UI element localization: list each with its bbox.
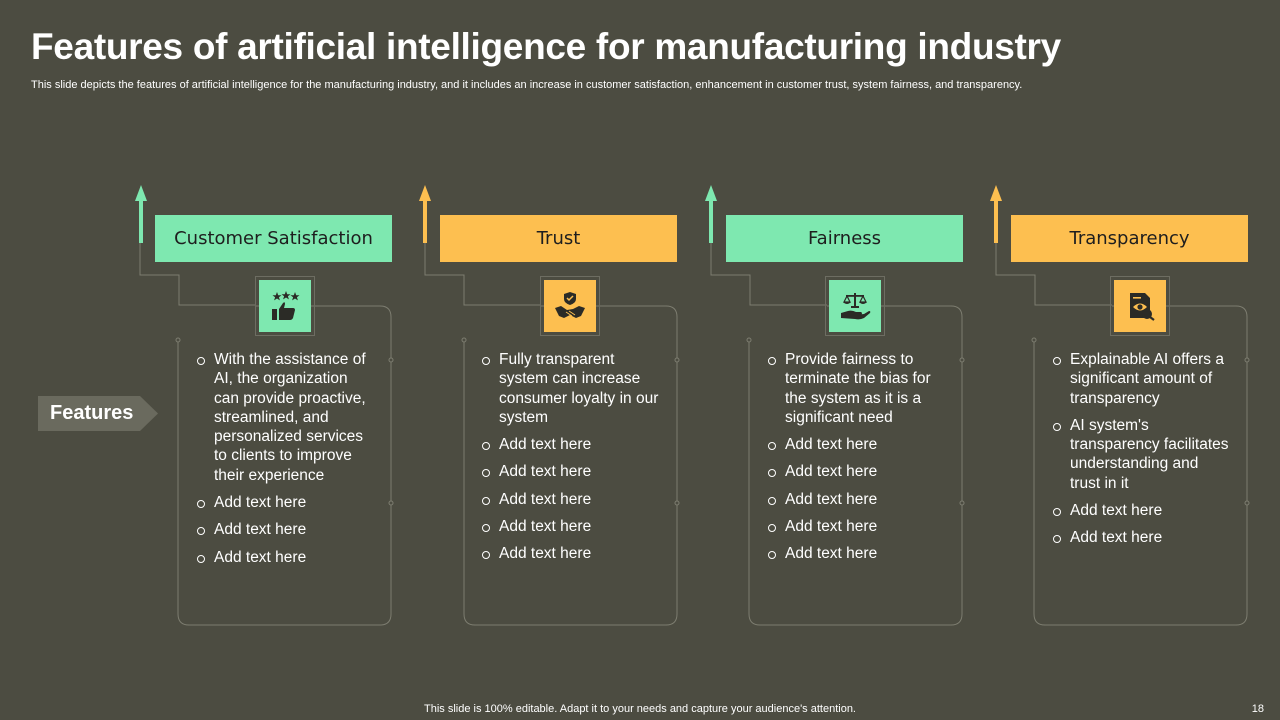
features-tag: Features xyxy=(38,396,158,431)
fairness-list: Provide fairness to terminate the bias f… xyxy=(767,350,947,572)
list-item: Add text here xyxy=(767,544,947,563)
header-fairness: Fairness xyxy=(726,215,963,262)
list-item: Add text here xyxy=(481,490,661,509)
thumbs-up-stars-icon xyxy=(259,280,311,332)
list-item: Add text here xyxy=(481,435,661,454)
header-label: Fairness xyxy=(807,228,882,249)
customer-satisfaction-list: With the assistance of AI, the organizat… xyxy=(196,350,376,575)
footer-note: This slide is 100% editable. Adapt it to… xyxy=(424,703,856,715)
header-transparency: Transparency xyxy=(1011,215,1248,262)
page-number: 18 xyxy=(1251,703,1264,715)
fairness-icon-box xyxy=(825,276,885,336)
list-item: Add text here xyxy=(767,490,947,509)
arrow-up-icon xyxy=(419,185,431,243)
list-item: Add text here xyxy=(767,517,947,536)
transparency-icon-box xyxy=(1110,276,1170,336)
page-subtitle: This slide depicts the features of artif… xyxy=(31,79,1023,91)
arrow-up-icon xyxy=(990,185,1002,243)
handshake-shield-icon xyxy=(544,280,596,332)
list-item: Add text here xyxy=(767,435,947,454)
list-item: Add text here xyxy=(196,493,376,512)
list-item: Add text here xyxy=(481,517,661,536)
list-item: Add text here xyxy=(1052,528,1232,547)
transparency-list: Explainable AI offers a significant amou… xyxy=(1052,350,1232,556)
list-item: Provide fairness to terminate the bias f… xyxy=(767,350,947,427)
header-trust: Trust xyxy=(440,215,677,262)
header-label: Customer Satisfaction xyxy=(174,228,373,249)
list-item: Add text here xyxy=(1052,501,1232,520)
list-item: Add text here xyxy=(481,544,661,563)
header-customer-satisfaction: Customer Satisfaction xyxy=(155,215,392,262)
trust-list: Fully transparent system can increase co… xyxy=(481,350,661,572)
list-item: Add text here xyxy=(481,462,661,481)
list-item: With the assistance of AI, the organizat… xyxy=(196,350,376,485)
page-title: Features of artificial intelligence for … xyxy=(31,26,1061,67)
arrow-up-icon xyxy=(705,185,717,243)
list-item: Add text here xyxy=(196,520,376,539)
customer-satisfaction-icon-box xyxy=(255,276,315,336)
arrow-up-icon xyxy=(135,185,147,243)
list-item: Explainable AI offers a significant amou… xyxy=(1052,350,1232,408)
trust-icon-box xyxy=(540,276,600,336)
header-label: Transparency xyxy=(1069,228,1190,249)
list-item: Add text here xyxy=(767,462,947,481)
scales-hand-icon xyxy=(829,280,881,332)
document-eye-icon xyxy=(1114,280,1166,332)
list-item: AI system's transparency facilitates und… xyxy=(1052,416,1232,493)
list-item: Add text here xyxy=(196,548,376,567)
header-label: Trust xyxy=(536,228,581,249)
list-item: Fully transparent system can increase co… xyxy=(481,350,661,427)
